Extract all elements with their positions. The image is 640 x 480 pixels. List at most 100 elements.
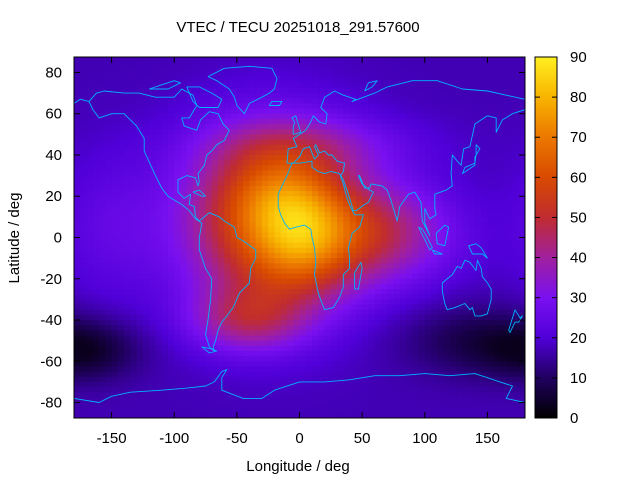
heatmap-cell: [368, 206, 376, 213]
heatmap-cell: [293, 57, 301, 63]
heatmap-cell: [155, 196, 163, 202]
heatmap-cell: [249, 82, 257, 89]
heatmap-cell: [362, 77, 369, 84]
heatmap-cell: [261, 283, 269, 290]
heatmap-cell: [142, 366, 150, 373]
heatmap-cell: [211, 320, 219, 326]
heatmap-cell: [493, 402, 501, 409]
heatmap-cell: [117, 263, 125, 270]
heatmap-cell: [249, 320, 257, 326]
heatmap-cell: [230, 185, 238, 192]
heatmap-cell: [387, 397, 395, 404]
heatmap-cell: [117, 87, 125, 94]
heatmap-cell: [431, 103, 438, 110]
heatmap-cell: [167, 113, 175, 120]
heatmap-cell: [86, 144, 94, 151]
heatmap-cell: [305, 356, 313, 362]
heatmap-cell: [355, 304, 363, 311]
heatmap-cell: [199, 196, 207, 202]
heatmap-cell: [186, 180, 194, 187]
heatmap-cell: [349, 134, 357, 141]
heatmap-cell: [255, 268, 263, 275]
heatmap-cell: [299, 191, 307, 197]
heatmap-cell: [468, 216, 476, 223]
heatmap-cell: [506, 196, 514, 202]
heatmap-cell: [211, 67, 219, 74]
heatmap-cell: [506, 304, 514, 311]
heatmap-cell: [431, 144, 438, 151]
heatmap-cell: [380, 263, 388, 270]
heatmap-cell: [86, 211, 94, 218]
heatmap-cell: [431, 381, 438, 388]
heatmap-cell: [487, 103, 495, 110]
heatmap-cell: [424, 252, 432, 259]
heatmap-cell: [380, 82, 388, 89]
heatmap-cell: [105, 335, 113, 342]
heatmap-cell: [349, 268, 357, 275]
heatmap-cell: [456, 381, 463, 388]
heatmap-cell: [506, 113, 514, 120]
heatmap-cell: [506, 314, 514, 321]
heatmap-cell: [99, 314, 106, 321]
heatmap-cell: [337, 180, 344, 187]
heatmap-cell: [218, 185, 225, 192]
heatmap-cell: [355, 381, 363, 388]
heatmap-cell: [506, 278, 514, 285]
heatmap-cell: [105, 196, 113, 202]
heatmap-cell: [431, 350, 438, 357]
heatmap-cell: [261, 407, 269, 414]
heatmap-cell: [174, 371, 182, 378]
heatmap-cell: [318, 165, 326, 172]
heatmap-cell: [149, 87, 157, 94]
heatmap-cell: [487, 345, 495, 352]
heatmap-cell: [493, 242, 501, 249]
heatmap-cell: [506, 371, 514, 378]
heatmap-cell: [261, 345, 269, 352]
heatmap-cell: [456, 314, 463, 321]
heatmap-cell: [243, 154, 250, 161]
heatmap-cell: [199, 294, 207, 300]
heatmap-cell: [193, 387, 200, 393]
heatmap-cell: [337, 278, 344, 285]
heatmap-cell: [111, 402, 119, 409]
heatmap-cell: [167, 371, 175, 378]
heatmap-cell: [343, 371, 351, 378]
heatmap-cell: [230, 154, 238, 161]
heatmap-cell: [393, 144, 401, 151]
heatmap-cell: [368, 57, 376, 63]
heatmap-cell: [399, 320, 407, 326]
heatmap-cell: [186, 320, 194, 326]
heatmap-cell: [149, 381, 157, 388]
heatmap-cell: [399, 165, 407, 172]
heatmap-cell: [443, 350, 451, 357]
heatmap-cell: [205, 82, 213, 89]
heatmap-cell: [468, 160, 476, 166]
heatmap-cell: [324, 160, 332, 166]
heatmap-cell: [299, 412, 307, 418]
heatmap-cell: [474, 392, 482, 398]
heatmap-cell: [368, 118, 376, 125]
heatmap-cell: [80, 93, 88, 99]
heatmap-cell: [499, 139, 507, 146]
heatmap-cell: [437, 289, 445, 295]
heatmap-cell: [130, 314, 138, 321]
heatmap-cell: [92, 366, 100, 373]
heatmap-cell: [437, 87, 445, 94]
heatmap-cell: [293, 222, 301, 228]
heatmap-cell: [368, 98, 376, 105]
heatmap-cell: [280, 376, 288, 383]
heatmap-cell: [74, 330, 81, 337]
heatmap-cell: [506, 299, 514, 306]
heatmap-cell: [236, 242, 244, 249]
heatmap-cell: [512, 103, 520, 110]
heatmap-cell: [167, 98, 175, 105]
heatmap-cell: [431, 149, 438, 156]
heatmap-cell: [456, 247, 463, 254]
heatmap-cell: [86, 160, 94, 166]
heatmap-cell: [268, 325, 276, 331]
heatmap-cell: [437, 381, 445, 388]
heatmap-cell: [80, 108, 88, 115]
heatmap-cell: [230, 170, 238, 177]
heatmap-cell: [362, 252, 369, 259]
heatmap-cell: [111, 227, 119, 233]
